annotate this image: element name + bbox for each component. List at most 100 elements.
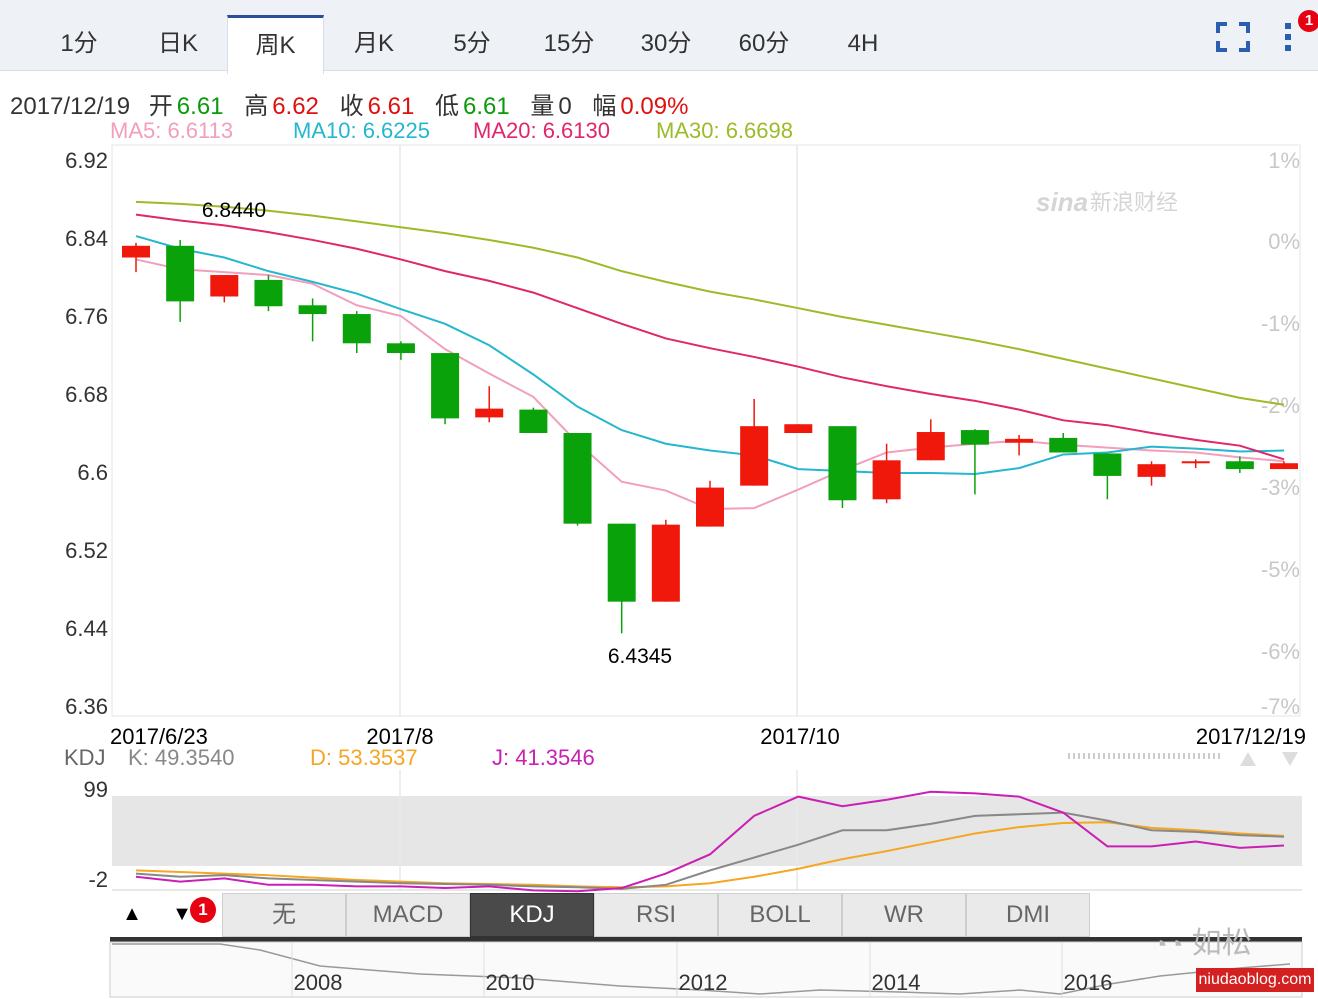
open-label: 开 xyxy=(148,93,173,120)
percent-tick: -3% xyxy=(1261,475,1300,500)
candle xyxy=(475,386,504,423)
price-tick: 6.52 xyxy=(65,538,108,563)
kdj-title: KDJ xyxy=(64,745,106,770)
percent-tick: -5% xyxy=(1261,557,1300,582)
close-label: 收 xyxy=(339,93,364,120)
indicator-tab-dmi[interactable]: DMI xyxy=(966,893,1090,937)
amplitude-value: 0.09% xyxy=(620,93,689,120)
kdj-tick-max: 99 xyxy=(84,777,108,802)
tab-30min[interactable]: 30分 xyxy=(640,30,692,57)
candle xyxy=(298,298,327,342)
candles xyxy=(122,239,1298,634)
candle-body xyxy=(1270,463,1298,470)
candle-body xyxy=(386,343,415,354)
candle-body xyxy=(475,408,504,418)
author-watermark: ◔◔ 如松 xyxy=(1152,918,1252,962)
arrow-down-icon[interactable]: ▼ xyxy=(172,903,192,925)
ma20-legend: MA20: 6.6130 xyxy=(473,118,610,143)
overview-strip: 2008 2010 2012 2014 2016 xyxy=(109,937,1303,998)
kdj-panel: 99 -2 xyxy=(84,752,1302,893)
ma30-line xyxy=(135,200,1285,406)
candle-body xyxy=(740,426,769,486)
candle-body xyxy=(1181,461,1210,464)
wechat-icon: ◔◔ xyxy=(1152,929,1184,959)
sina-logo: sina xyxy=(1036,187,1088,217)
candle xyxy=(740,398,769,486)
candle xyxy=(1049,433,1078,453)
percent-tick: -2% xyxy=(1261,393,1300,418)
candle xyxy=(960,429,989,495)
indicator-tab-wr[interactable]: WR xyxy=(842,893,966,937)
percent-tick: -6% xyxy=(1261,639,1300,664)
tab-15min[interactable]: 15分 xyxy=(543,30,595,57)
ma10-line xyxy=(135,235,1285,475)
tab-4h[interactable]: 4H xyxy=(847,30,879,57)
candle-body xyxy=(651,524,680,602)
overview-year: 2012 xyxy=(679,970,728,995)
candle xyxy=(122,242,150,273)
candle-body xyxy=(298,305,327,315)
candle-body xyxy=(1225,461,1254,470)
high-label: 高 xyxy=(244,93,269,120)
candle xyxy=(386,341,415,360)
indicator-tab-rsi[interactable]: RSI xyxy=(594,893,718,937)
candle-body xyxy=(210,275,239,297)
indicator-tab-kdj[interactable]: KDJ xyxy=(470,893,594,937)
kdj-j-line xyxy=(135,790,1285,893)
ma30-legend: MA30: 6.6698 xyxy=(656,118,793,143)
tab-5min[interactable]: 5分 xyxy=(453,30,491,57)
candle xyxy=(1093,453,1122,500)
kdj-down-icon xyxy=(1282,752,1298,766)
kdj-band xyxy=(112,796,1302,866)
annotations: 6.8440 6.4345 xyxy=(202,199,672,668)
tab-60min[interactable]: 60分 xyxy=(738,30,790,57)
indicator-tab-boll[interactable]: BOLL xyxy=(718,893,842,937)
candle-body xyxy=(519,409,548,433)
high-annotation: 6.8440 xyxy=(202,199,266,222)
indicator-tab-macd[interactable]: MACD xyxy=(346,893,470,937)
candle-body xyxy=(696,487,724,527)
candle-body xyxy=(122,245,150,258)
candle xyxy=(828,426,857,509)
candle-body xyxy=(916,432,945,461)
percent-tick: 1% xyxy=(1268,148,1300,173)
candle xyxy=(166,239,195,322)
tab-1min[interactable]: 1分 xyxy=(60,30,98,57)
price-tick: 6.36 xyxy=(65,694,108,719)
percent-axis: 1% 0% -1% -2% -3% -5% -6% -7% xyxy=(1261,148,1300,719)
high-value: 6.62 xyxy=(272,93,319,120)
candle-body xyxy=(1005,438,1034,443)
indicator-tab-bar: ▲ ▼ 1 无 MACD KDJ RSI BOLL WR DMI xyxy=(110,893,1302,937)
tab-daily[interactable]: 日K xyxy=(157,30,198,57)
arrow-up-icon[interactable]: ▲ xyxy=(122,903,142,925)
candle xyxy=(1181,459,1210,469)
price-tick: 6.44 xyxy=(65,616,108,641)
ma10-legend: MA10: 6.6225 xyxy=(293,118,430,143)
low-value: 6.61 xyxy=(462,93,510,120)
notification-badge: 1 xyxy=(1298,10,1318,32)
candle-body xyxy=(1049,437,1078,453)
candle xyxy=(696,480,724,527)
candle-body xyxy=(563,433,592,524)
candle-body xyxy=(872,460,901,500)
percent-tick: -1% xyxy=(1261,311,1300,336)
fullscreen-icon[interactable] xyxy=(1216,22,1250,52)
candle-body xyxy=(254,279,283,307)
overview-year: 2016 xyxy=(1064,970,1113,995)
tab-monthly[interactable]: 月K xyxy=(353,30,394,57)
ma5-line xyxy=(135,258,1285,511)
more-vertical-icon[interactable] xyxy=(1282,22,1294,52)
overview-line xyxy=(112,943,1291,995)
low-annotation: 6.4345 xyxy=(608,645,672,668)
tab-weekly[interactable]: 周K xyxy=(227,15,324,74)
low-label: 低 xyxy=(434,93,459,120)
percent-tick: 0% xyxy=(1268,229,1300,254)
candle xyxy=(210,275,239,303)
overview-topbar xyxy=(110,937,1302,942)
overview-area xyxy=(109,941,1303,998)
url-badge: niudaoblog.com xyxy=(1196,968,1314,992)
candle-body xyxy=(828,426,857,501)
kdj-j-value: J: 41.3546 xyxy=(492,745,595,770)
indicator-tab-none[interactable]: 无 xyxy=(222,893,346,937)
